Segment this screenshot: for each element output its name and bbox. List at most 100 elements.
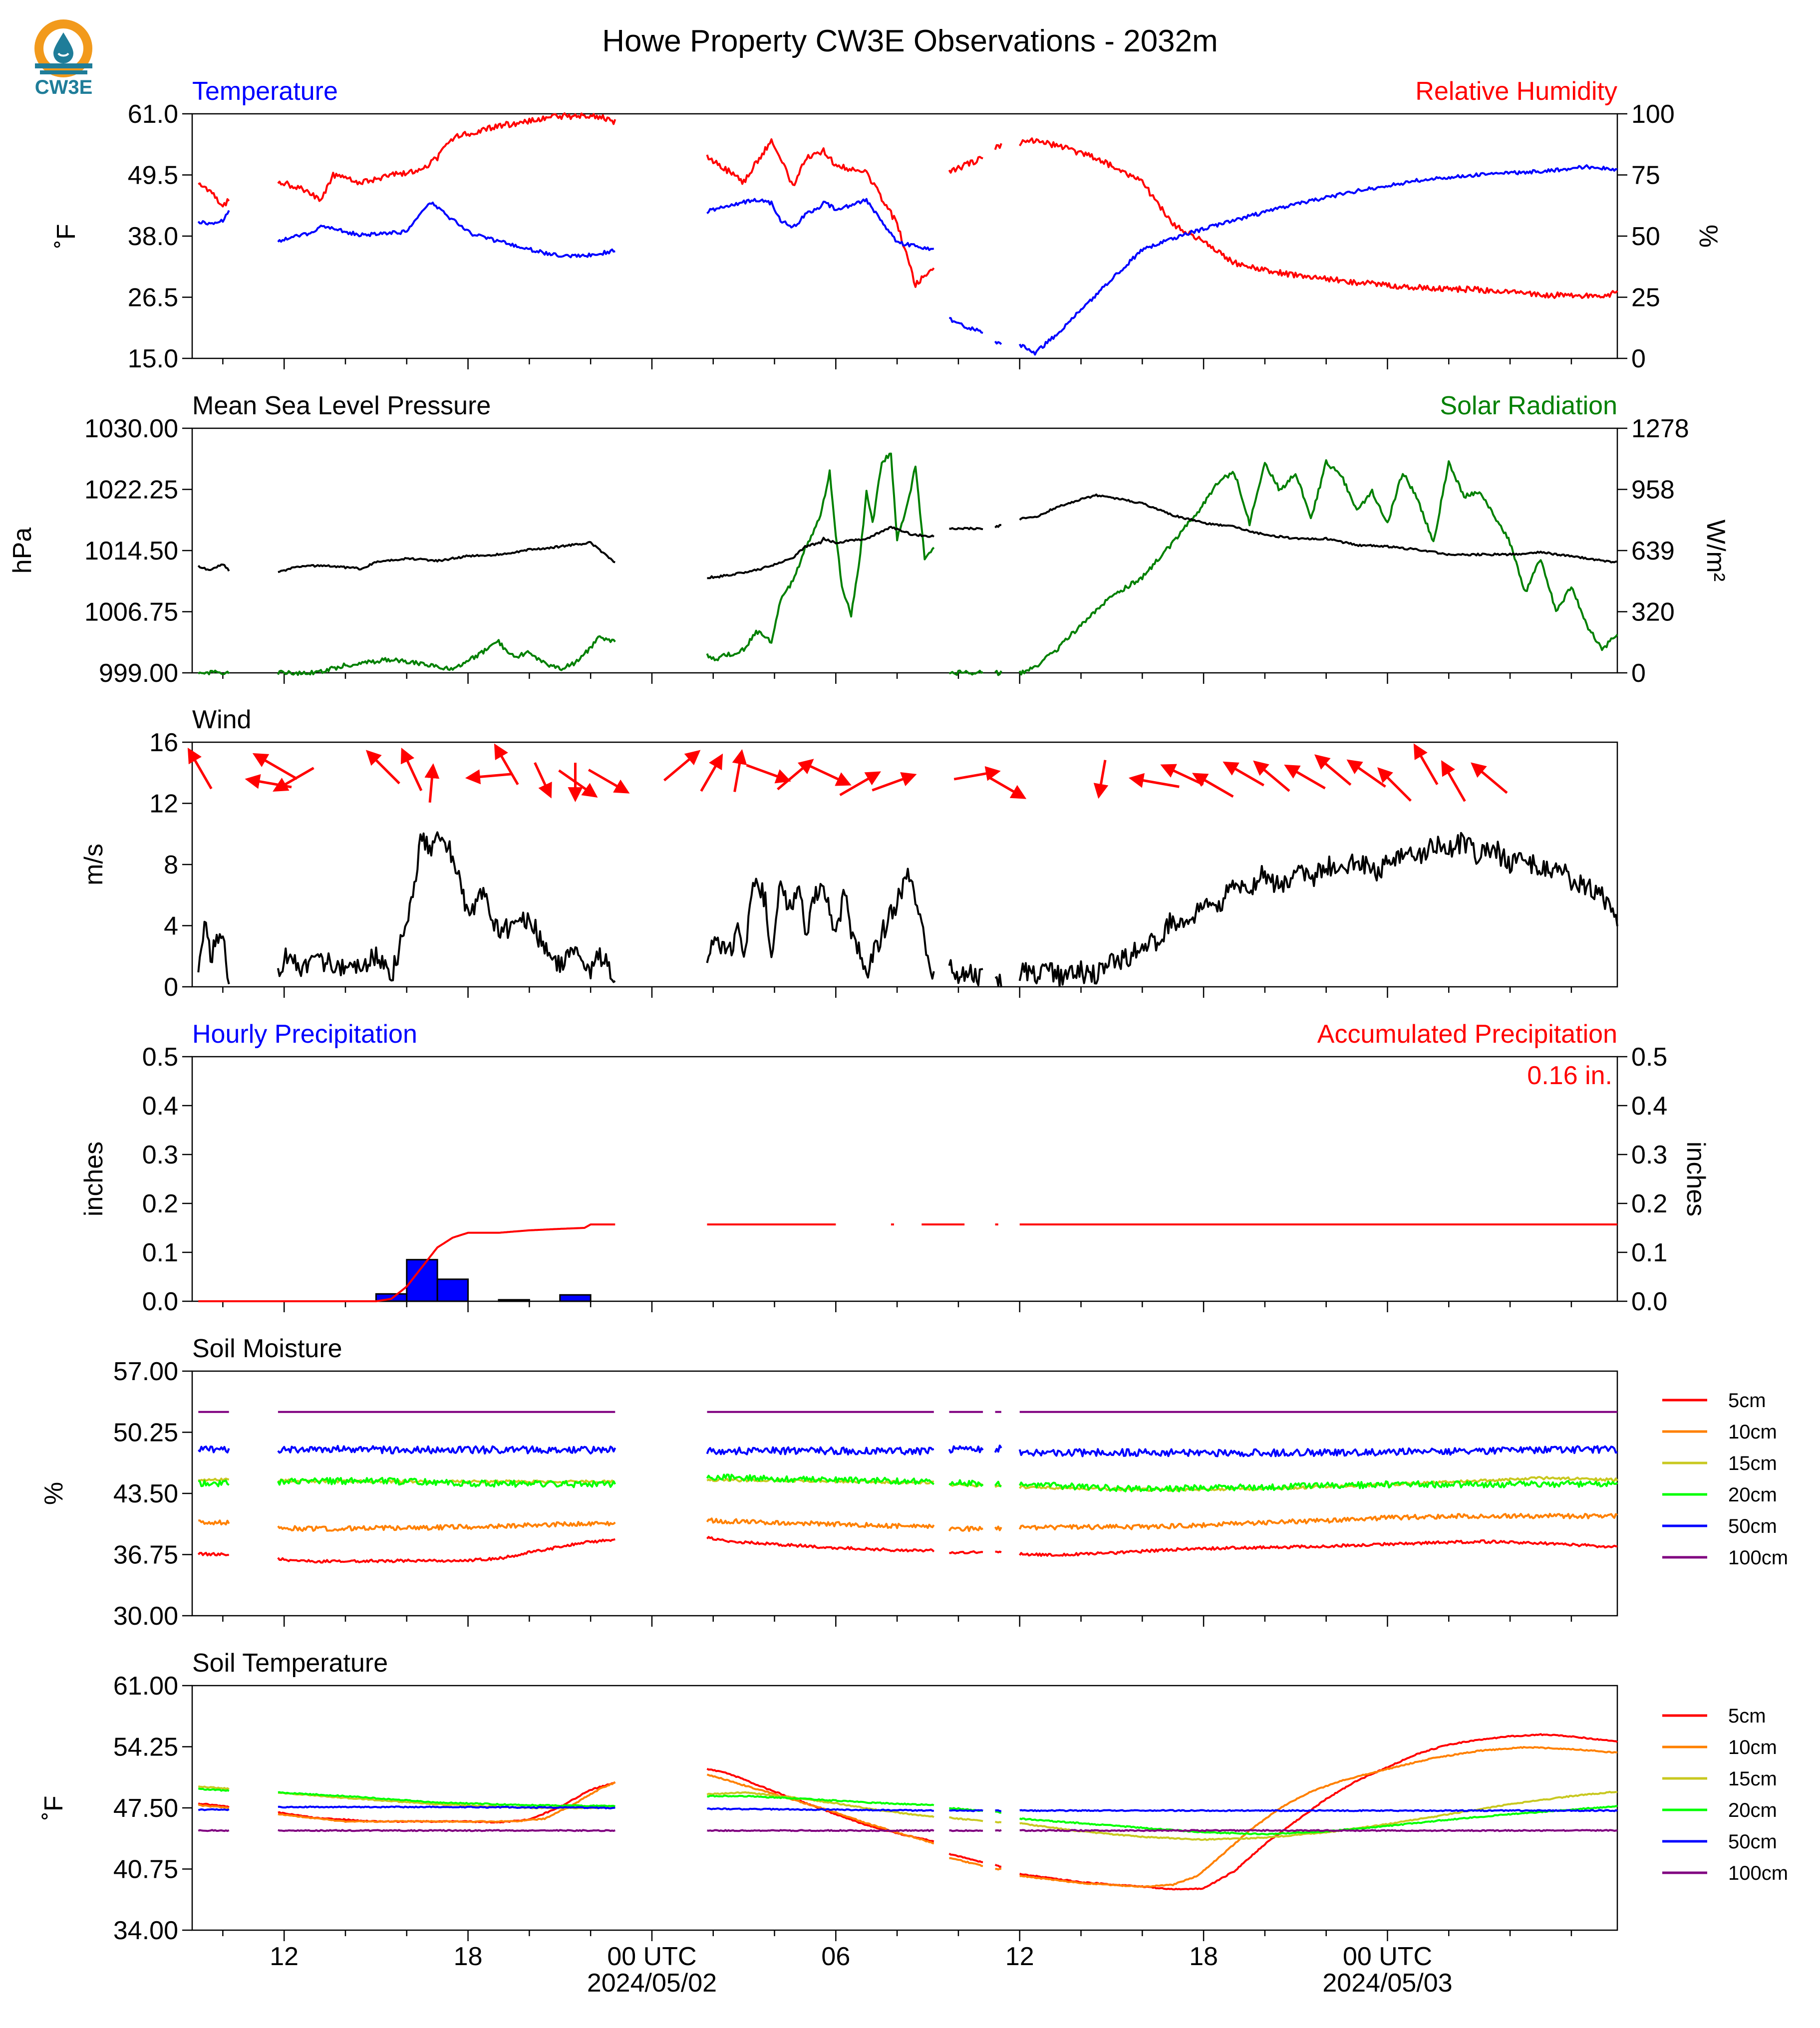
wind-y-tick-label: 8 [164,851,178,879]
pressure-y-tick-label: 1030.00 [84,414,178,443]
precip-y-tick-label: 0.1 [142,1238,178,1267]
wind-arrow [1377,767,1412,802]
wind-arrow [187,747,213,790]
x-tick-label: 06 [821,1942,850,1971]
precip-right-title: Accumulated Precipitation [1317,1020,1617,1049]
wind-arrow [558,769,598,798]
precip-y2-axis-label: inches [1681,1142,1710,1216]
x-tick-label: 12 [270,1942,299,1971]
wind-arrow [1471,762,1508,794]
wind-arrow [663,750,701,782]
precip-y2-tick-label: 0.1 [1631,1238,1667,1267]
temp-y-tick-label: 61.0 [128,100,178,129]
wind-arrow [365,750,400,785]
soil-temperature-5cm-line [198,1733,1618,1891]
wind-arrow [839,771,881,797]
wind-arrow [400,747,423,791]
precip-left-title: Hourly Precipitation [192,1020,417,1049]
wind-arrow [1441,760,1466,802]
soilt-y-tick-label: 40.75 [113,1855,178,1884]
precip-y2-tick-label: 0.2 [1631,1189,1667,1218]
soil-temperature-10cm-line [198,1746,1618,1888]
temp-y2-tick-label: 50 [1631,222,1660,251]
soilt-y-tick-label: 61.00 [113,1672,178,1701]
precip-y-tick-label: 0.0 [142,1287,178,1316]
precip-y-tick-label: 0.4 [142,1092,178,1121]
temp-right-title: Relative Humidity [1415,77,1617,106]
precip-y2-tick-label: 0.4 [1631,1092,1667,1121]
wind-arrow [1284,764,1326,790]
pressure-line [197,493,1618,579]
soilm-left-title: Soil Moisture [192,1334,342,1363]
wind-arrow [872,772,917,792]
rh-line [198,112,1618,299]
soilm-legend-label: 50cm [1728,1515,1777,1537]
soil-moisture-5cm-line [197,1536,1618,1564]
temp-y2-tick-label: 0 [1631,344,1646,373]
temp-y2-axis-label: % [1694,225,1723,248]
temp-y2-tick-label: 100 [1631,100,1675,129]
precip-total-label: 0.16 in. [1527,1061,1612,1090]
temp-y-axis-label: ˚F [52,224,81,248]
soilm-y-tick-label: 57.00 [113,1357,178,1386]
wind-arrow [746,764,791,784]
x-tick-label: 18 [1189,1942,1218,1971]
pressure-left-title: Mean Sea Level Pressure [192,391,491,420]
pressure-plot-frame [191,427,1618,674]
precip-bar [559,1294,592,1302]
pressure-y-tick-label: 999.00 [99,659,178,688]
pressure-y-tick-label: 1022.25 [84,476,178,505]
pressure-y-tick-label: 1006.75 [84,598,178,627]
temp-y-tick-label: 15.0 [128,344,178,373]
precip-bar [436,1278,469,1302]
temperature-line [197,164,1618,356]
soil-temperature-50cm-line [198,1805,1618,1812]
soilm-y-axis-label: % [39,1482,68,1505]
precip-y-axis-label: inches [79,1142,108,1216]
wind-arrow [1413,743,1439,785]
accumulated-precip-line [198,1223,1617,1302]
cw3e-logo-icon [34,19,92,77]
soilt-left-title: Soil Temperature [192,1649,388,1678]
wind-arrow [1222,761,1264,787]
wind-arrow [1314,754,1352,786]
pressure-y2-tick-label: 639 [1631,537,1675,566]
precip-y2-tick-label: 0.0 [1631,1287,1667,1316]
soilm-y-tick-label: 43.50 [113,1479,178,1508]
wind-y-axis-label: m/s [79,844,108,885]
wind-arrow [1128,773,1180,788]
temp-y-tick-label: 38.0 [128,222,178,251]
wind-arrow [1160,764,1204,786]
wind-left-title: Wind [192,705,251,734]
wind-y-tick-label: 12 [149,790,178,819]
temp-y-tick-label: 49.5 [128,161,178,190]
precip-y-tick-label: 0.3 [142,1141,178,1169]
soilt-legend-label: 10cm [1728,1737,1777,1758]
temp-plot-frame [191,113,1618,359]
wind-y-tick-label: 4 [164,912,178,941]
precip-plot-frame [191,1056,1618,1302]
wind-arrow [1093,760,1109,799]
soilm-plot-frame [191,1370,1618,1617]
wind-speed-line [197,831,1618,988]
wind-arrow [808,764,852,786]
wind-arrow [534,762,552,799]
pressure-y2-tick-label: 958 [1631,476,1675,505]
soil-temperature-20cm-line [198,1787,1618,1836]
wind-arrow [1192,773,1234,798]
soilt-legend-label: 15cm [1728,1768,1777,1790]
wind-y-tick-label: 0 [164,973,178,1002]
soilt-y-axis-label: ˚F [39,1795,68,1820]
soilt-y-tick-label: 34.00 [113,1916,178,1945]
x-date-label: 2024/05/02 [587,1969,717,1998]
cw3e-logo: CW3E [27,17,100,102]
wind-arrow [588,769,630,794]
figure-title: Howe Property CW3E Observations - 2032m [602,24,1218,58]
x-tick-label: 12 [1005,1942,1034,1971]
precip-bar [498,1299,530,1302]
wind-arrow [1346,759,1386,788]
soilm-legend-label: 5cm [1728,1390,1766,1412]
wind-arrow [465,769,513,785]
wind-arrow [732,749,747,792]
